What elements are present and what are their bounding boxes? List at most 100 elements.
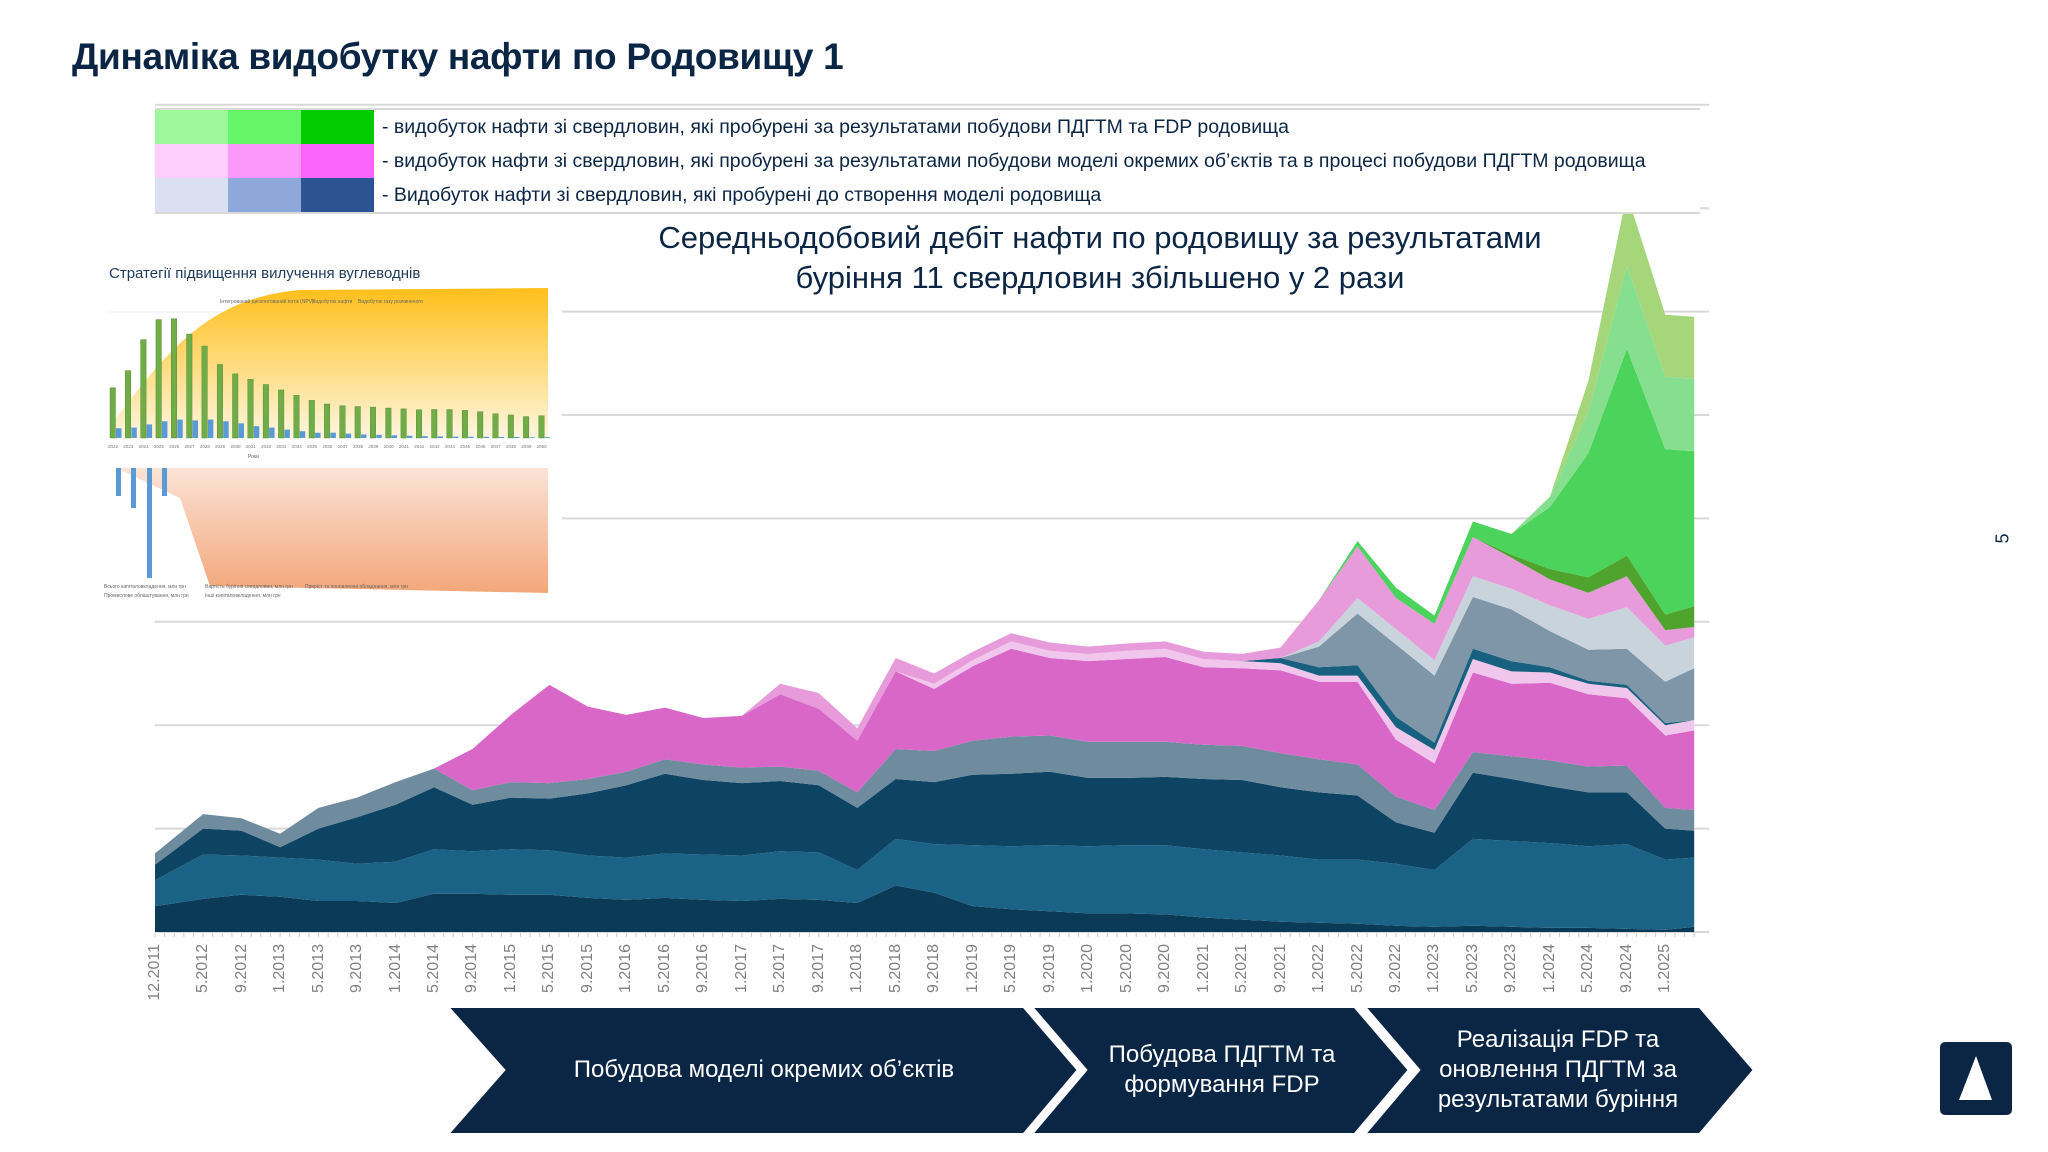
inset-year-label: 2036 <box>322 444 333 449</box>
inset-bar-oil <box>201 345 208 439</box>
area-series-9 <box>155 576 1695 854</box>
inset-bar-gas <box>468 436 474 438</box>
inset-bar-gas <box>284 429 290 438</box>
inset-legend-npv: Інтегрований дисконтований потік (NPV) <box>220 299 314 305</box>
inset-bar-oil <box>416 409 422 439</box>
inset-chart: 2022 2023 2024 2025 2026 2027 2028 2029 2030 2031… <box>108 288 552 593</box>
legend-swatch <box>228 144 301 178</box>
inset-lower-legend: Промислове облаштування, млн грн <box>104 593 189 599</box>
inset-bar-gas <box>238 423 244 438</box>
inset-bar-gas <box>269 427 275 438</box>
inset-bar-oil <box>370 406 376 439</box>
inset-year-label: 2032 <box>261 444 272 449</box>
inset-bar-gas <box>223 421 229 438</box>
inset-chart-image: Стратегії підвищення вилучення вуглеводн… <box>100 258 562 603</box>
inset-xlabel: Роки <box>248 454 259 460</box>
inset-bar-oil <box>171 318 177 439</box>
inset-year-label: 2034 <box>292 444 303 449</box>
x-tick-label: 5.2021 <box>1233 944 1251 993</box>
area-series-5 <box>155 648 1695 854</box>
inset-year-label: 2039 <box>368 444 379 449</box>
inset-bar-gas <box>498 436 505 438</box>
company-logo <box>1940 1042 2012 1115</box>
x-tick-label: 5.2018 <box>886 944 904 993</box>
inset-bar-gas <box>207 419 214 438</box>
inset-bar-oil <box>461 410 468 439</box>
x-tick-label: 5.2024 <box>1579 944 1597 993</box>
x-tick-label: 5.2019 <box>1002 944 1020 993</box>
inset-bar-oil <box>446 409 453 439</box>
inset-bar-oil <box>477 411 484 439</box>
area-series-2 <box>155 838 1695 930</box>
inset-bar-gas <box>544 437 551 438</box>
inset-bar-gas <box>406 435 413 438</box>
stage-arrow-3 <box>1358 1004 1758 1137</box>
inset-year-label: 2027 <box>185 444 196 449</box>
x-tick-label: 12.2011 <box>146 944 163 1001</box>
legend-swatch <box>301 178 374 212</box>
subtitle-line: Середньодобовий дебіт нафти по родовищу … <box>658 220 1542 255</box>
inset-bar-oil <box>293 395 300 439</box>
inset-year-label: 2026 <box>169 444 180 449</box>
inset-bar-oil <box>216 364 223 439</box>
legend-label: - видобуток нафти зі свердловин, які про… <box>382 149 1646 172</box>
x-tick-label: 9.2018 <box>925 944 943 993</box>
inset-bar-gas <box>360 434 367 438</box>
inset-lower-legend: Інші капіталовкладення, млн грн <box>205 593 281 599</box>
inset-bar-gas <box>116 428 122 438</box>
x-tick-label: 1.2022 <box>1310 944 1328 993</box>
inset-year-label: 2044 <box>445 444 456 449</box>
inset-capex-area <box>116 468 548 593</box>
x-tick-label: 9.2021 <box>1271 944 1289 993</box>
inset-bar-oil <box>247 379 254 439</box>
inset-bar-gas <box>376 434 382 438</box>
x-tick-label: 1.2023 <box>1425 944 1443 993</box>
inset-year-label: 2045 <box>460 444 471 449</box>
x-tick-label: 5.2022 <box>1348 944 1366 993</box>
legend-swatch <box>155 110 228 144</box>
inset-bar-oil <box>385 407 392 439</box>
x-tick-label: 1.2025 <box>1656 944 1674 993</box>
x-tick-label: 1.2024 <box>1540 944 1558 993</box>
inset-bar-oil <box>400 408 407 439</box>
inset-bar-oil <box>109 387 116 439</box>
inset-bar-oil <box>125 370 132 439</box>
x-tick-label: 9.2024 <box>1617 944 1635 993</box>
inset-bar-oil <box>431 409 438 439</box>
legend-swatch <box>301 110 374 144</box>
inset-year-label: 2030 <box>230 444 241 449</box>
white-triangle-icon <box>1959 1056 1992 1100</box>
legend-item-pre-model: - Видобуток нафти зі свердловин, які про… <box>155 178 1700 212</box>
inset-bar-oil <box>232 373 239 439</box>
x-tick-label: 9.2020 <box>1156 944 1174 993</box>
inset-capex-bar <box>116 468 121 496</box>
inset-year-label: 2040 <box>384 444 395 449</box>
x-tick-label: 5.2017 <box>771 944 789 993</box>
legend-swatch <box>155 144 228 178</box>
inset-year-label: 2024 <box>139 444 150 449</box>
x-tick-label: 9.2014 <box>463 944 481 993</box>
inset-lower-legend: Приріст та поновлення обладнання, млн гр… <box>305 584 408 590</box>
legend-label: - Видобуток нафти зі свердловин, які про… <box>382 183 1102 206</box>
x-tick-label: 5.2020 <box>1117 944 1135 993</box>
chart-subtitle: Середньодобовий дебіт нафти по родовищу … <box>600 218 1600 298</box>
inset-bar-gas <box>177 419 183 438</box>
inset-bar-oil <box>354 406 361 439</box>
inset-year-label: 2028 <box>200 444 211 449</box>
stage-arrow-1 <box>441 1004 1082 1137</box>
x-tick-label: 9.2015 <box>578 944 596 993</box>
x-tick-label: 1.2013 <box>271 944 289 993</box>
area-series-6 <box>155 641 1695 854</box>
x-tick-label: 5.2023 <box>1463 944 1481 993</box>
inset-bar-gas <box>253 426 260 438</box>
area-series-1 <box>155 885 1695 932</box>
inset-bar-gas <box>192 420 199 438</box>
stage-line: Побудова ПДГТМ та <box>1108 1041 1336 1068</box>
inset-bar-gas <box>514 437 520 438</box>
x-tick-label: 5.2016 <box>655 944 673 993</box>
inset-year-label: 2041 <box>399 444 410 449</box>
x-tick-label: 5.2013 <box>309 944 327 993</box>
area-series-10 <box>155 537 1695 854</box>
inset-bar-gas <box>452 436 459 438</box>
stage-arrows <box>441 1004 1758 1137</box>
